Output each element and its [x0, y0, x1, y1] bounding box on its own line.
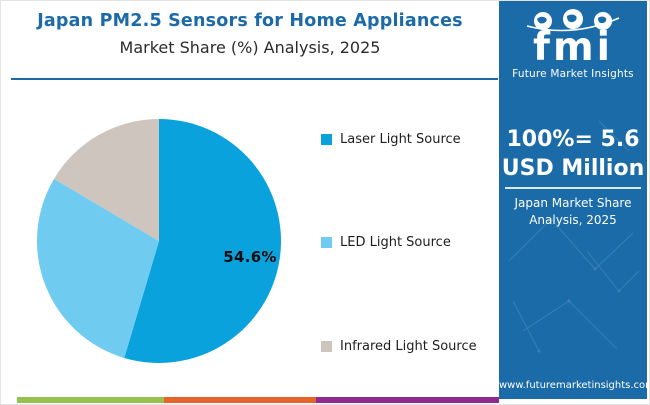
- sidebar-divider: [505, 187, 641, 189]
- legend-label-led: LED Light Source: [340, 234, 451, 250]
- market-size-stat: 100%= 5.6 USD Million: [499, 125, 647, 183]
- fmi-globe-icons: [526, 9, 620, 32]
- footer-bar-orange-segment: [164, 397, 316, 403]
- market-size-line1: 100%= 5.6: [506, 127, 640, 152]
- sidebar-subtitle: Japan Market Share Analysis, 2025: [499, 195, 647, 229]
- pie-slice-Infrared Light Source: [53, 119, 159, 241]
- chart-subtitle: Market Share (%) Analysis, 2025: [119, 38, 381, 57]
- fmi-logo-word: fmi: [533, 25, 613, 70]
- fmi-logo: fmi Future Market Insights: [499, 8, 647, 80]
- brand-sidebar: fmi Future Market Insights 100%= 5.6 USD…: [499, 1, 647, 399]
- legend-swatch-laser: [321, 133, 332, 145]
- legend-label-laser: Laser Light Source: [340, 131, 461, 147]
- legend-swatch-infrared: [321, 340, 332, 352]
- footer-color-bar: [17, 397, 499, 403]
- title-divider: [11, 78, 498, 80]
- footer-bar-purple-segment: [316, 397, 499, 403]
- legend-item-led: LED Light Source: [321, 234, 451, 250]
- pie-chart-svg: [37, 119, 282, 364]
- legend-item-laser: Laser Light Source: [321, 131, 461, 147]
- pie-slice-Laser Light Source: [124, 119, 282, 364]
- chart-title: Japan PM2.5 Sensors for Home Appliances: [37, 11, 463, 31]
- legend-swatch-led: [321, 236, 332, 248]
- market-size-line2: USD Million: [501, 156, 645, 181]
- footer-bar-green-segment: [17, 397, 164, 403]
- website-link[interactable]: www.futuremarketinsights.com: [499, 380, 647, 391]
- legend-item-infrared: Infrared Light Source: [321, 338, 477, 354]
- fmi-logo-caption: Future Market Insights: [512, 68, 634, 81]
- pie-chart: [37, 119, 282, 364]
- sidebar-subtitle-line2: Analysis, 2025: [529, 213, 617, 227]
- pie-slice-LED Light Source: [37, 178, 160, 358]
- legend-label-infrared: Infrared Light Source: [340, 338, 477, 354]
- sidebar-subtitle-line1: Japan Market Share: [514, 196, 632, 210]
- pie-data-label: 54.6%: [223, 248, 277, 266]
